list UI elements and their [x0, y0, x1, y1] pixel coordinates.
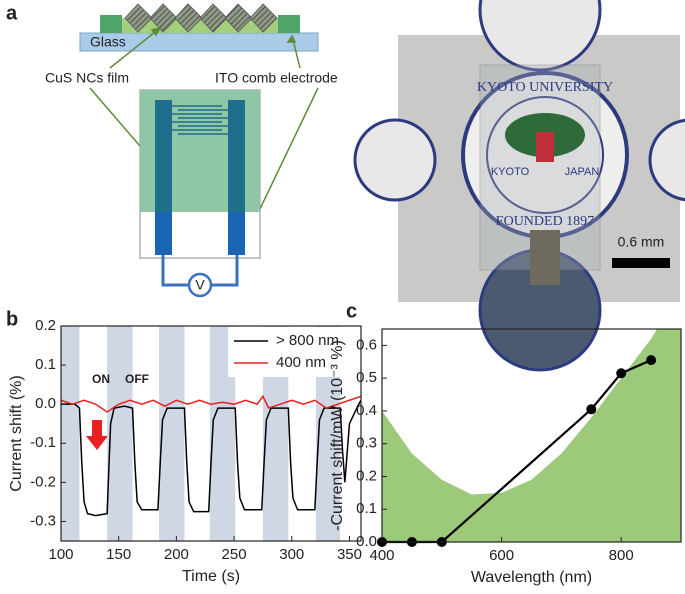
x-tick-label: 250 — [222, 546, 247, 563]
plot-area — [382, 329, 681, 542]
marker — [616, 368, 627, 379]
electrode-pad — [155, 212, 172, 255]
electrode-pad — [228, 212, 245, 255]
voltmeter-label: V — [195, 277, 205, 293]
electrode-label: ITO comb electrode — [215, 70, 338, 86]
shaded-region — [61, 326, 80, 541]
panel-label: a — [6, 2, 18, 24]
film — [100, 18, 300, 33]
legend-box — [228, 327, 360, 377]
tree-trunk — [536, 132, 554, 162]
annotation: ON — [92, 372, 110, 386]
y-tick-label: 0.1 — [35, 356, 56, 373]
y-tick-label: 0.0 — [356, 533, 377, 550]
device-diagram: a Glass CuS NCs film ITO comb electrode — [6, 2, 338, 298]
y-tick-label: 0.3 — [356, 435, 377, 452]
x-tick-label: 350 — [337, 546, 362, 563]
y-tick-label: 0.2 — [35, 317, 56, 334]
x-tick-label: 400 — [369, 547, 394, 564]
plot: 400 600 800 0.0 0.1 0.2 0.3 0.4 0.5 0.6 Wavelength… — [329, 300, 682, 586]
seal — [648, 118, 685, 202]
panel-label: b — [6, 308, 18, 330]
ito-pad — [278, 15, 300, 33]
voltmeter — [187, 272, 213, 298]
x-axis-label: Time (s) — [182, 568, 240, 585]
legend-label: > 800 nm — [276, 332, 339, 349]
y-axis-label: Current shift (%) — [8, 375, 25, 491]
y-tick-label: -0.1 — [30, 434, 56, 451]
y-tick-label: 0.1 — [356, 500, 377, 517]
photo-text: KYOTO — [491, 166, 530, 178]
y-tick-label: -0.2 — [30, 473, 56, 490]
marker — [586, 404, 597, 415]
x-tick-label: 600 — [489, 547, 514, 564]
panel-label: c — [346, 300, 357, 322]
x-tick-label: 100 — [48, 546, 73, 563]
area — [382, 329, 681, 542]
y-tick-label: 0.0 — [35, 395, 56, 412]
comb-fingers — [172, 105, 228, 135]
y-tick-label: -0.3 — [30, 512, 56, 529]
scale-bar-label: 0.6 mm — [618, 234, 665, 250]
photo-text: JAPAN — [565, 166, 600, 178]
glass-label: Glass — [90, 34, 126, 50]
ito-pad — [100, 15, 122, 33]
plot: 100 150 200 250 300 350 -0.3 -0.2 -0.1 0.0 0.1 0.2 T… — [6, 308, 362, 585]
x-tick-label: 150 — [106, 546, 131, 563]
y-tick-label: 0.5 — [356, 369, 377, 386]
clip — [530, 230, 560, 285]
shaded-region — [159, 326, 185, 541]
marker — [646, 355, 657, 366]
x-tick-label: 800 — [609, 547, 634, 564]
y-tick-label: 0.6 — [356, 336, 377, 353]
photo-text: FOUNDED 1897 — [496, 214, 594, 229]
annotation: OFF — [125, 372, 149, 386]
y-tick-label: 0.4 — [356, 402, 377, 419]
x-axis-label: Wavelength (nm) — [471, 569, 592, 586]
photo-text: KYOTO UNIVERSITY — [477, 80, 613, 95]
film-label: CuS NCs film — [45, 70, 129, 86]
arrow — [86, 420, 108, 450]
shaded-region — [107, 326, 133, 541]
frame — [60, 325, 362, 542]
y-axis-label: -Current shift/mW (10⁻³ %) — [329, 340, 346, 531]
scale-bar — [612, 258, 670, 268]
seal — [353, 118, 437, 202]
y-tick-label: 0.2 — [356, 467, 377, 484]
x-tick-label: 300 — [279, 546, 304, 563]
seal — [478, 0, 602, 72]
photo: KYOTO UNIVERSITY FOUNDED 1897 KYOTO JAPA… — [353, 0, 685, 372]
nanocrystals — [124, 3, 278, 33]
line — [61, 394, 361, 413]
legend-label: 400 nm — [276, 354, 326, 371]
frame — [381, 328, 682, 543]
x-tick-label: 200 — [164, 546, 189, 563]
wire — [161, 255, 239, 287]
line — [61, 399, 361, 517]
